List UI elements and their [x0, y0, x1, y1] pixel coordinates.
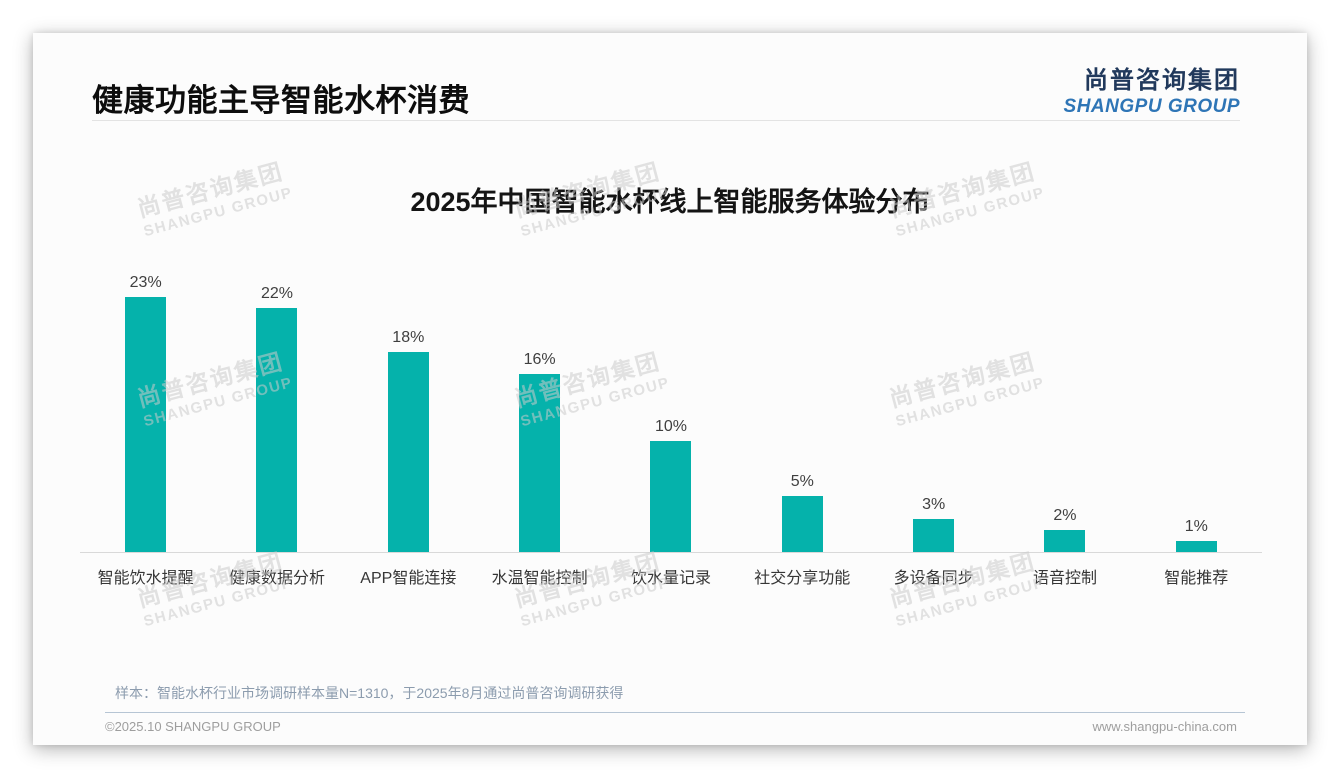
category-label: 语音控制	[1032, 570, 1097, 587]
chart-title: 2025年中国智能水杯线上智能服务体验分布	[410, 187, 930, 217]
bar	[913, 519, 955, 552]
bar-value-label: 1%	[1184, 518, 1208, 535]
bar-slot: 5%	[737, 473, 868, 552]
bar-slot: 3%	[868, 496, 999, 552]
copyright-text: ©2025.10 SHANGPU GROUP	[105, 719, 281, 734]
logo-chinese-text: 尚普咨询集团	[1084, 67, 1240, 94]
bar-value-label: 3%	[922, 496, 946, 513]
footer-divider	[105, 712, 1245, 713]
logo-english-text: SHANGPU GROUP	[1063, 96, 1240, 117]
bar-value-label: 18%	[392, 329, 425, 346]
category-label: 智能饮水提醒	[97, 570, 194, 587]
bar-slot: 2%	[999, 507, 1130, 552]
bar	[650, 441, 692, 552]
bar-slot: 16%	[474, 351, 605, 552]
bar-slot: 23%	[80, 274, 211, 552]
category-label: 多设备同步	[893, 570, 974, 587]
category-label: 智能推荐	[1164, 570, 1229, 587]
category-label: 水温智能控制	[491, 570, 588, 587]
bar-value-label: 16%	[523, 351, 556, 368]
category-label: 健康数据分析	[228, 570, 325, 587]
category-label: APP智能连接	[360, 570, 457, 587]
company-logo: 尚普咨询集团 SHANGPU GROUP	[1064, 60, 1240, 118]
bar-value-label: 22%	[260, 285, 293, 302]
sample-note: 样本：智能水杯行业市场调研样本量N=1310，于2025年8月通过尚普咨询调研获…	[115, 685, 624, 701]
slide: 健康功能主导智能水杯消费 尚普咨询集团 SHANGPU GROUP 2025年中…	[33, 33, 1307, 745]
bar-slot: 1%	[1131, 518, 1262, 552]
category-labels: 智能饮水提醒 健康数据分析 APP智能连接 水温智能控制 饮水量记录 社交分享功能 多设备同…	[80, 564, 1262, 588]
bar	[387, 352, 429, 552]
plot-area: 23% 22% 18% 16% 10% 5% 3% 2% 1%	[80, 268, 1262, 553]
bar	[1044, 530, 1086, 552]
bar-value-label: 5%	[790, 473, 814, 490]
header-divider	[92, 120, 1240, 121]
bar	[125, 297, 167, 552]
bar-slot: 10%	[605, 418, 736, 552]
category-label: 饮水量记录	[630, 570, 711, 587]
website-url: www.shangpu-china.com	[1092, 719, 1237, 734]
bar-value-label: 10%	[654, 418, 687, 435]
bar-slot: 22%	[211, 285, 342, 552]
bar-value-label: 2%	[1053, 507, 1077, 524]
bar	[1175, 541, 1217, 552]
bar	[781, 496, 823, 552]
page-title: 健康功能主导智能水杯消费	[92, 83, 470, 118]
bar	[519, 374, 561, 552]
bar-slot: 18%	[343, 329, 474, 552]
bar	[256, 308, 298, 552]
category-label: 社交分享功能	[754, 570, 851, 587]
bar-value-label: 23%	[129, 274, 162, 291]
